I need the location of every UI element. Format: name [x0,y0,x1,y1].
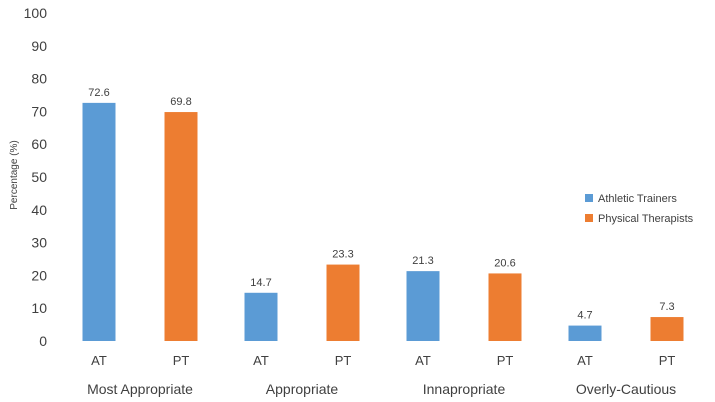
legend-swatch [585,194,593,202]
y-tick-label: 100 [24,5,48,21]
y-tick-label: 50 [31,169,47,185]
data-label: 21.3 [412,255,433,267]
x-subcategory-label: PT [335,353,352,368]
x-subcategory-label: PT [173,353,190,368]
x-subcategory-label: AT [577,353,593,368]
x-subcategory-label: AT [415,353,431,368]
x-axis-subcategory-labels: AT PT AT PT AT PT AT PT [91,353,675,368]
bar-physical-therapists [164,112,198,341]
x-axis-group-labels: Most Appropriate Appropriate Innapropriate… [87,381,676,397]
x-subcategory-label: PT [497,353,514,368]
bar-athletic-trainers [244,292,278,341]
bar-athletic-trainers [406,271,440,341]
bar-athletic-trainers [82,102,116,341]
bar-physical-therapists [326,264,360,341]
y-tick-label: 20 [31,267,47,283]
y-tick-label: 10 [31,300,47,316]
bar-athletic-trainers [568,325,602,341]
data-label: 7.3 [659,301,674,313]
y-tick-label: 60 [31,136,47,152]
y-tick-label: 0 [39,333,47,349]
data-label: 14.7 [250,277,271,289]
data-label: 4.7 [577,310,592,322]
data-label: 69.8 [170,96,191,108]
y-tick-label: 70 [31,103,47,119]
legend-label: Athletic Trainers [598,193,677,205]
y-tick-label: 40 [31,202,47,218]
x-group-label: Appropriate [266,381,339,397]
x-group-label: Innapropriate [423,381,506,397]
legend-swatch [585,214,593,222]
bar-physical-therapists [650,317,684,341]
bar-physical-therapists [488,273,522,341]
x-subcategory-label: AT [91,353,107,368]
y-axis-ticks: 0 10 20 30 40 50 60 70 80 90 100 [24,5,48,349]
data-label: 20.6 [494,257,515,269]
x-subcategory-label: PT [659,353,676,368]
x-group-label: Overly-Cautious [576,381,676,397]
legend: Athletic Trainers Physical Therapists [585,193,694,225]
x-group-label: Most Appropriate [87,381,193,397]
y-tick-label: 90 [31,38,47,54]
y-tick-label: 30 [31,235,47,251]
data-label: 72.6 [88,87,109,99]
data-labels: 72.6 69.8 14.7 23.3 21.3 20.6 4.7 7.3 [88,87,674,322]
data-label: 23.3 [332,249,353,261]
y-tick-label: 80 [31,71,47,87]
x-subcategory-label: AT [253,353,269,368]
legend-label: Physical Therapists [598,213,694,225]
bars [82,102,684,341]
y-axis-label: Percentage (%) [9,140,20,209]
